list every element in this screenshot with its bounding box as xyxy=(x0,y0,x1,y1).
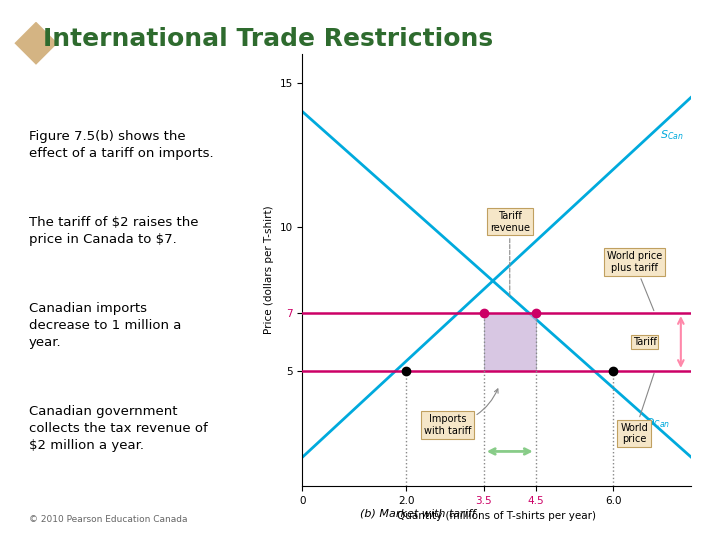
Text: World
price: World price xyxy=(621,374,654,444)
Text: (b) Market with tariff: (b) Market with tariff xyxy=(360,508,475,518)
Text: Tariff: Tariff xyxy=(633,337,657,347)
Polygon shape xyxy=(14,22,58,65)
Text: International Trade Restrictions: International Trade Restrictions xyxy=(43,27,493,51)
Y-axis label: Price (dollars per T-shirt): Price (dollars per T-shirt) xyxy=(264,206,274,334)
Text: Canadian imports
decrease to 1 million a
year.: Canadian imports decrease to 1 million a… xyxy=(29,302,181,349)
Text: The tariff of $2 raises the
price in Canada to $7.: The tariff of $2 raises the price in Can… xyxy=(29,216,198,246)
Bar xyxy=(484,313,536,371)
Text: Imports
with tariff: Imports with tariff xyxy=(424,389,498,436)
Text: Tariff
revenue: Tariff revenue xyxy=(490,211,530,296)
Text: $D_{Can}$: $D_{Can}$ xyxy=(644,416,670,429)
Text: $S_{Can}$: $S_{Can}$ xyxy=(660,128,684,141)
Text: Figure 7.5(b) shows the
effect of a tariff on imports.: Figure 7.5(b) shows the effect of a tari… xyxy=(29,130,213,160)
Text: Canadian government
collects the tax revenue of
$2 million a year.: Canadian government collects the tax rev… xyxy=(29,405,207,452)
X-axis label: Quantity (millions of T-shirts per year): Quantity (millions of T-shirts per year) xyxy=(397,511,596,521)
Text: © 2010 Pearson Education Canada: © 2010 Pearson Education Canada xyxy=(29,515,187,524)
Text: World price
plus tariff: World price plus tariff xyxy=(606,251,662,310)
